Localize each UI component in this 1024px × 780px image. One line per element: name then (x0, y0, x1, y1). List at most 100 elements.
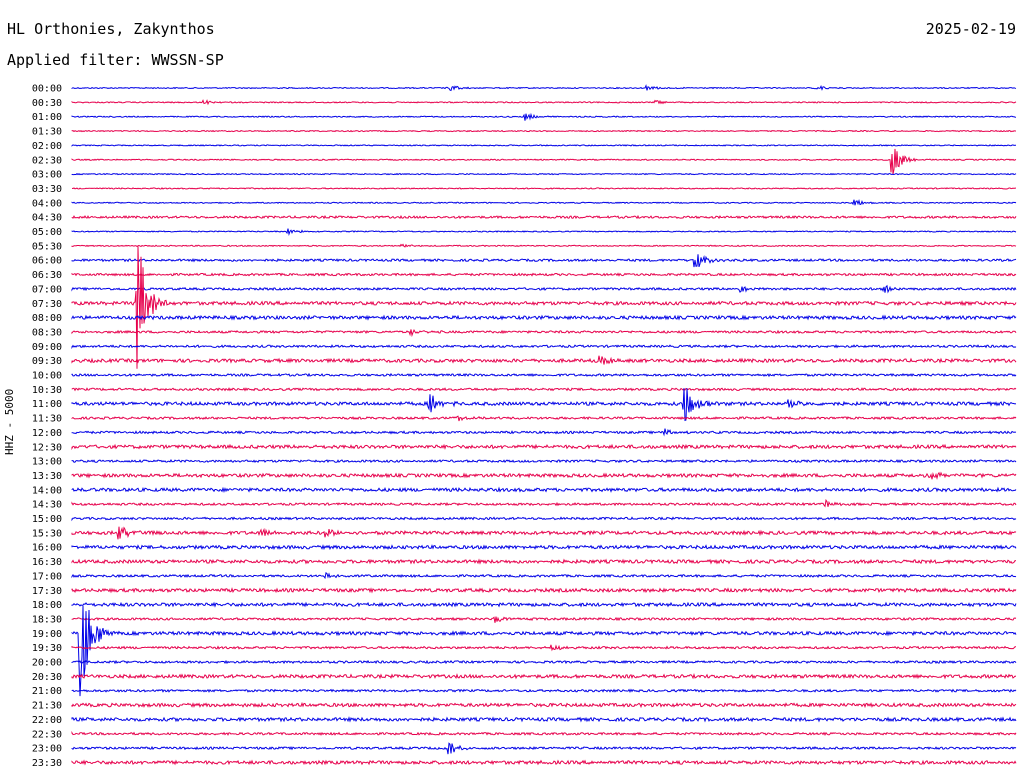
trace-row (71, 129, 1016, 133)
row-label: 22:00 (32, 715, 62, 726)
row-label: 13:00 (32, 457, 62, 468)
trace-row (71, 759, 1017, 766)
row-label: 17:00 (32, 571, 62, 582)
trace-row (71, 228, 1017, 237)
trace-row (71, 659, 1017, 665)
trace-row (71, 616, 1017, 623)
trace-row (71, 344, 1017, 350)
row-label: 14:00 (32, 485, 62, 496)
trace-row (71, 144, 1017, 147)
trace-row (71, 730, 1017, 736)
row-label: 21:00 (32, 686, 62, 697)
row-label: 06:30 (32, 270, 62, 281)
trace-row (71, 388, 1017, 422)
row-label: 16:00 (32, 543, 62, 554)
row-label: 04:30 (32, 213, 62, 224)
row-label: 23:30 (32, 758, 62, 769)
trace-row (71, 673, 1017, 680)
row-label: 02:00 (32, 141, 62, 152)
row-label: 05:30 (32, 241, 62, 252)
row-label: 14:30 (32, 500, 62, 511)
row-label: 22:30 (32, 729, 62, 740)
trace-row (71, 587, 1017, 594)
trace-row (71, 498, 1017, 508)
row-label: 12:00 (32, 428, 62, 439)
traces (71, 84, 1017, 766)
trace-row (71, 605, 1017, 697)
row-label: 03:30 (32, 184, 62, 195)
station-title: HL Orthonies, Zakynthos (7, 20, 215, 38)
trace-row (71, 148, 1017, 175)
row-label: 19:30 (32, 643, 62, 654)
trace-row (71, 355, 1017, 365)
trace-row (71, 314, 1017, 321)
trace-row (71, 329, 1017, 338)
trace-row (71, 544, 1017, 551)
row-label: 16:30 (32, 557, 62, 568)
trace-row (71, 601, 1017, 608)
row-label: 07:30 (32, 299, 62, 310)
trace-row (71, 443, 1017, 451)
row-label: 01:00 (32, 112, 62, 123)
row-label: 11:30 (32, 414, 62, 425)
row-label: 20:30 (32, 672, 62, 683)
row-label: 11:00 (32, 399, 62, 410)
trace-row (71, 243, 1017, 248)
trace-row (71, 742, 1017, 755)
trace-row (71, 428, 1017, 437)
date-label: 2025-02-19 (925, 20, 1016, 38)
row-label: 23:00 (32, 744, 62, 755)
trace-row (71, 415, 1017, 422)
trace-row (71, 471, 1017, 481)
row-label: 18:00 (32, 600, 62, 611)
row-label: 09:00 (32, 342, 62, 353)
trace-row (71, 458, 1017, 464)
row-label: 20:00 (32, 658, 62, 669)
trace-row (71, 112, 1017, 121)
row-label: 09:30 (32, 356, 62, 367)
row-label: 17:30 (32, 586, 62, 597)
row-label: 08:30 (32, 327, 62, 338)
trace-row (71, 172, 1017, 176)
row-label: 03:00 (32, 170, 62, 181)
trace-row (71, 688, 1017, 694)
row-labels: 00:00 00:30 01:00 01:30 02:00 02:30 03:00 03:30… (32, 84, 62, 769)
trace-row (71, 372, 1017, 378)
trace-row (71, 387, 1017, 392)
trace-row (71, 526, 1017, 540)
trace-row (71, 254, 1017, 268)
row-label: 06:00 (32, 256, 62, 267)
trace-row (71, 701, 1017, 709)
row-label: 01:30 (32, 127, 62, 138)
row-label: 02:30 (32, 155, 62, 166)
row-label: 12:30 (32, 442, 62, 453)
row-label: 15:30 (32, 528, 62, 539)
trace-row (71, 716, 1017, 723)
trace-row (71, 246, 1017, 369)
row-label: 19:00 (32, 629, 62, 640)
row-label: 15:00 (32, 514, 62, 525)
trace-row (71, 84, 1017, 92)
trace-row (71, 284, 1017, 294)
trace-row (71, 516, 1017, 522)
row-label: 10:30 (32, 385, 62, 396)
row-label: 18:30 (32, 614, 62, 625)
filter-label: Applied filter: WWSSN-SP (7, 51, 224, 69)
row-label: 00:30 (32, 98, 62, 109)
row-label: 13:30 (32, 471, 62, 482)
row-label: 00:00 (32, 84, 62, 95)
trace-row (71, 272, 1017, 277)
trace-row (71, 198, 1017, 206)
trace-row (71, 214, 1017, 220)
row-label: 21:30 (32, 701, 62, 712)
trace-row (71, 486, 1017, 493)
row-label: 05:00 (32, 227, 62, 238)
trace-row (71, 187, 1016, 190)
row-label: 10:00 (32, 371, 62, 382)
trace-row (71, 558, 1017, 565)
trace-row (71, 99, 1017, 106)
trace-row (71, 644, 1016, 652)
row-label: 04:00 (32, 198, 62, 209)
row-label: 07:00 (32, 284, 62, 295)
